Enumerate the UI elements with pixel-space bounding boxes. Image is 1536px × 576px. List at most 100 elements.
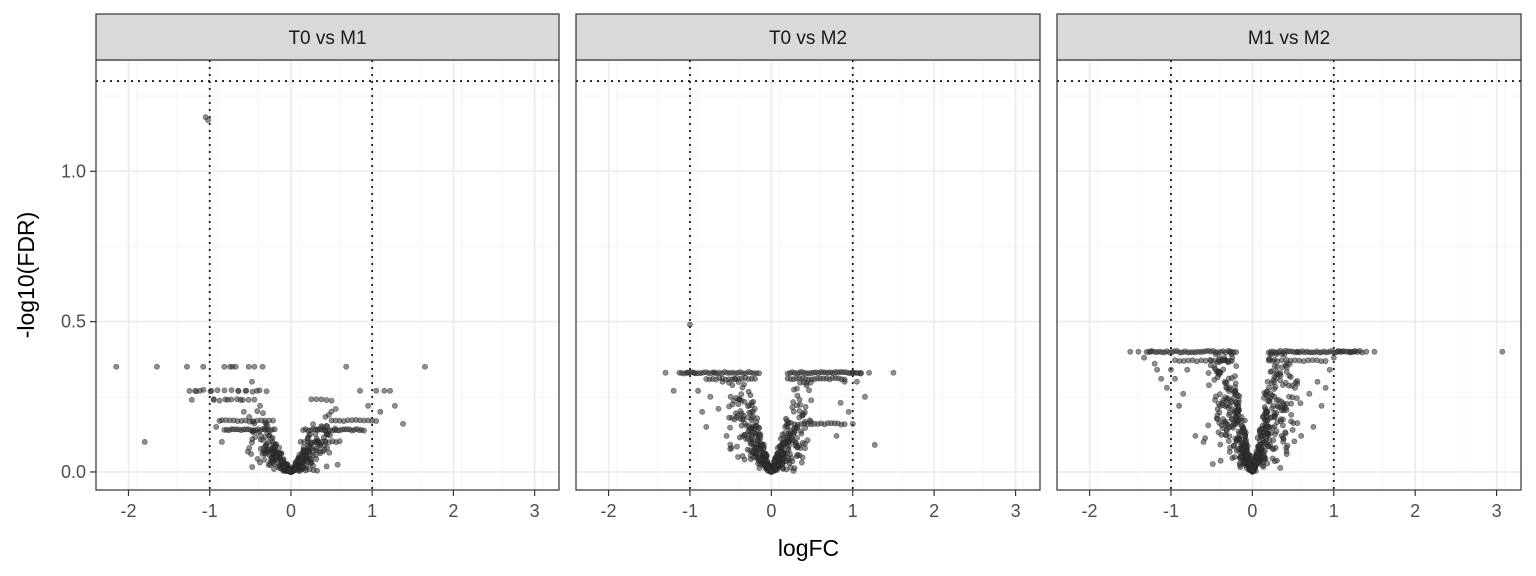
data-point — [307, 460, 314, 467]
data-point — [1322, 384, 1329, 391]
data-point — [791, 386, 797, 393]
x-tick-label: -1 — [1163, 501, 1179, 521]
data-point — [1231, 388, 1238, 395]
data-point — [687, 321, 693, 328]
data-point — [790, 468, 797, 474]
data-point — [662, 369, 669, 376]
data-point — [1226, 384, 1233, 391]
data-point — [750, 413, 757, 420]
data-point — [1267, 368, 1274, 375]
data-point — [314, 467, 321, 474]
data-point — [113, 363, 120, 370]
data-point — [761, 449, 767, 456]
data-point — [1127, 348, 1134, 355]
data-point — [1223, 421, 1229, 428]
data-point — [1310, 423, 1317, 430]
data-point — [1293, 395, 1300, 402]
data-point — [1227, 444, 1233, 451]
data-point — [320, 448, 327, 455]
data-point — [323, 397, 330, 403]
data-point — [849, 420, 856, 427]
data-point — [1277, 372, 1284, 379]
data-point — [1298, 432, 1305, 439]
data-point — [845, 408, 852, 415]
data-point — [259, 436, 266, 443]
data-point — [711, 369, 718, 376]
data-point — [746, 402, 753, 409]
data-point — [1274, 363, 1281, 370]
data-point — [695, 387, 702, 394]
data-point — [1279, 422, 1286, 429]
data-point — [745, 414, 751, 421]
data-point — [691, 369, 697, 376]
facet-strip — [1056, 13, 1522, 61]
data-point — [890, 369, 897, 376]
x-tick-label: -2 — [120, 501, 136, 521]
data-point — [327, 432, 333, 439]
data-point — [727, 393, 734, 400]
data-point — [249, 464, 256, 470]
data-point — [1283, 407, 1290, 413]
data-point — [263, 388, 270, 395]
data-point — [1288, 411, 1295, 418]
facet-strip — [95, 13, 560, 61]
data-point — [336, 438, 343, 445]
data-point — [373, 418, 380, 424]
data-point — [783, 466, 790, 473]
data-point — [257, 402, 263, 409]
data-point — [259, 363, 266, 370]
x-tick-label: 1 — [367, 501, 377, 521]
data-point — [796, 396, 803, 403]
data-point — [310, 421, 316, 428]
data-point — [1141, 354, 1148, 361]
data-point — [210, 396, 217, 403]
data-point — [757, 432, 764, 438]
data-point — [787, 427, 793, 434]
data-point — [739, 384, 746, 391]
data-point — [1184, 366, 1191, 373]
data-point — [750, 454, 757, 461]
data-point — [1231, 454, 1238, 460]
data-point — [243, 387, 250, 394]
data-point — [1294, 420, 1301, 426]
data-point — [422, 363, 428, 370]
data-point — [729, 401, 736, 408]
data-point — [1200, 438, 1207, 445]
data-point — [213, 423, 220, 430]
data-point — [750, 448, 757, 455]
data-point — [280, 463, 287, 470]
data-point — [779, 457, 786, 464]
data-point — [1292, 379, 1299, 386]
data-point — [1277, 464, 1284, 471]
data-point — [1212, 366, 1218, 372]
data-point — [240, 408, 247, 415]
x-tick-label: 0 — [766, 501, 776, 521]
facet-panel: T0 vs M2 -2 -1 0 1 2 3 — [575, 13, 1041, 521]
data-point — [739, 453, 746, 459]
x-tick-label: -1 — [682, 501, 698, 521]
data-point — [184, 363, 190, 370]
data-point — [1289, 427, 1296, 433]
data-point — [1330, 354, 1337, 361]
data-point — [361, 427, 367, 434]
data-point — [1246, 461, 1253, 468]
data-point — [794, 402, 800, 409]
data-point — [1180, 390, 1187, 397]
data-point — [261, 456, 268, 463]
data-point — [221, 363, 228, 370]
y-tick-label: 0.5 — [61, 312, 86, 332]
x-tick-label: 3 — [1011, 501, 1021, 521]
data-point — [1282, 429, 1289, 436]
x-tick-label: -2 — [1082, 501, 1098, 521]
data-point — [756, 445, 762, 452]
data-point — [1233, 438, 1240, 445]
x-axis-title: logFC — [778, 535, 839, 561]
data-point — [251, 396, 258, 403]
data-point — [1291, 438, 1298, 445]
data-point — [789, 404, 796, 411]
data-point — [731, 375, 738, 382]
data-point — [285, 467, 292, 473]
data-point — [1265, 443, 1272, 450]
data-point — [849, 369, 856, 376]
data-point — [1238, 413, 1245, 420]
